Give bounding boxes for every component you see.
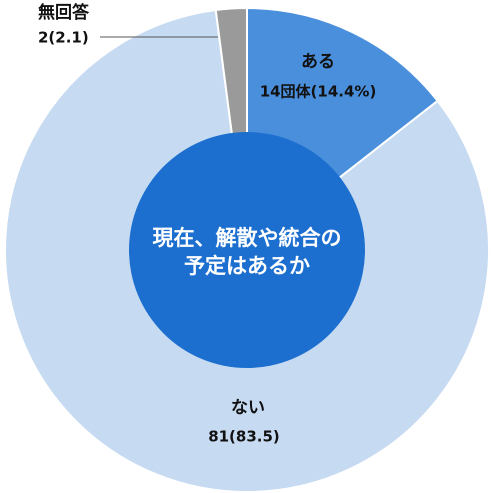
value-label: 2(2.1) (38, 29, 89, 47)
slice-name: 無回答 (38, 2, 90, 23)
chart-title: 予定はあるか (184, 254, 310, 278)
slice-name: ある (301, 52, 335, 72)
value-label: 81(83.5) (208, 428, 280, 446)
center-circle (129, 132, 365, 368)
slice-name: ない (231, 398, 265, 418)
chart-title: 現在、解散や統合の (153, 226, 342, 250)
value-label: 14団体(14.4%) (260, 83, 377, 101)
